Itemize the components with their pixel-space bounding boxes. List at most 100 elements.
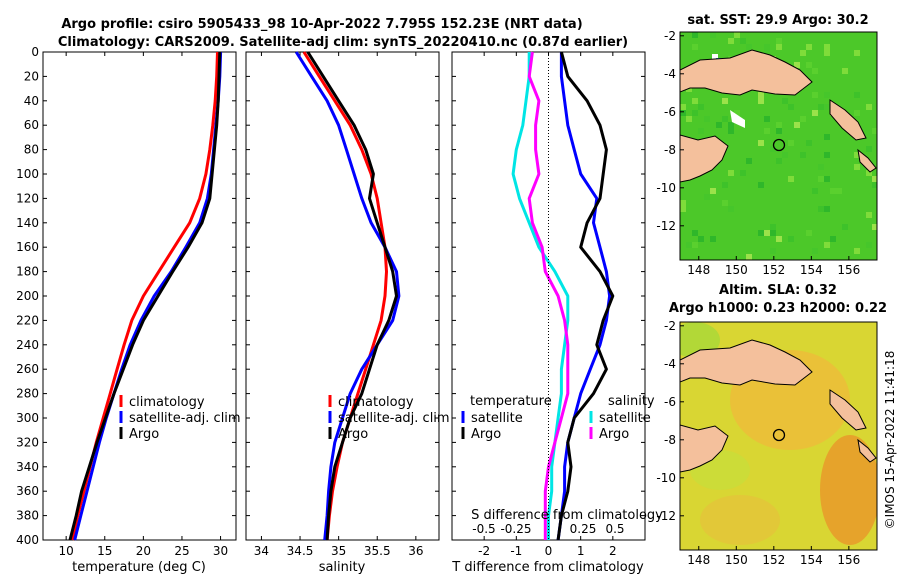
- sst-cell: [872, 128, 877, 134]
- s-difference-tick-label: -0.5: [472, 522, 495, 536]
- sst-cell: [770, 224, 776, 230]
- sst-cell: [866, 104, 872, 110]
- sst-cell: [824, 134, 830, 140]
- sst-cell: [854, 50, 860, 56]
- x-tick-label: -2: [478, 544, 490, 558]
- sst-cell: [680, 110, 686, 116]
- sst-cell: [728, 170, 734, 176]
- legend-climatology-label: climatology: [338, 395, 414, 410]
- lon-tick-label: 154: [800, 263, 823, 277]
- temperature-plot: 10 15 20 25 30: [59, 51, 228, 558]
- sst-cell: [788, 104, 794, 110]
- sst-cell: [758, 92, 764, 98]
- legend-t-satellite-label: satellite: [471, 411, 523, 426]
- legend-salinity-title: salinity: [608, 394, 655, 409]
- sst-cell: [740, 170, 746, 176]
- depth-axis: 0 20 40 60 80 100 120 140 160 180 200 220 240 260 280 3…: [16, 45, 645, 547]
- sst-cell: [812, 248, 818, 254]
- series-line-satellite-adj-clim: [294, 51, 401, 541]
- series-line-argo: [306, 51, 398, 541]
- sst-cell: [854, 152, 860, 158]
- lat-tick-label: -2: [664, 29, 676, 43]
- depth-tick-label: 300: [16, 411, 39, 425]
- sst-cell: [686, 242, 692, 248]
- sst-cell: [806, 140, 812, 146]
- depth-tick-label: 220: [16, 313, 39, 327]
- sst-cell: [704, 194, 710, 200]
- sla-map-title-line2: Argo h1000: 0.23 h2000: 0.22: [669, 301, 887, 316]
- legend-t-argo-label: Argo: [471, 427, 501, 442]
- sst-map: [680, 32, 877, 260]
- lon-tick-label: 154: [800, 553, 823, 567]
- temperature-legend: climatology satellite-adj. clim Argo: [119, 395, 241, 442]
- sst-cell: [824, 176, 830, 182]
- sst-cell: [776, 236, 782, 242]
- solomon-land: [857, 438, 877, 463]
- depth-tick-label: 160: [16, 240, 39, 254]
- sst-cell: [794, 122, 800, 128]
- legend-argo-label: Argo: [338, 427, 368, 442]
- sst-cell: [770, 248, 776, 254]
- series-line-climatology: [302, 51, 388, 541]
- sst-cell: [734, 32, 740, 38]
- sst-cell: [698, 104, 704, 110]
- s-difference-tick-label: 0.25: [570, 522, 597, 536]
- sst-field-patches: [680, 32, 877, 260]
- x-tick-label: -1: [510, 544, 522, 558]
- solomon-land: [857, 148, 877, 173]
- sst-cell: [770, 230, 776, 236]
- lon-tick-label: 156: [837, 553, 860, 567]
- sst-cell: [830, 188, 836, 194]
- sst-cell: [692, 32, 698, 38]
- depth-tick-label: 280: [16, 387, 39, 401]
- sla-map-axes: 148 150 152 154 156 -2 -4 -6 -8 -10 -12: [656, 319, 860, 567]
- sst-cell: [764, 50, 770, 56]
- sst-cell: [854, 92, 860, 98]
- sst-cell: [800, 50, 806, 56]
- depth-tick-label: 40: [24, 94, 39, 108]
- sst-cell: [818, 164, 824, 170]
- sst-argo-marker: [772, 138, 786, 152]
- sst-cell: [686, 86, 692, 92]
- sst-cell: [872, 224, 877, 230]
- sst-cell: [830, 236, 836, 242]
- sst-missing-data: [730, 110, 745, 128]
- s-difference-ticks: -0.5 -0.25 0.25 0.5: [472, 522, 624, 536]
- lat-tick-label: -12: [656, 219, 676, 233]
- figure-title-line1: Argo profile: csiro 5905433_98 10-Apr-20…: [61, 17, 582, 32]
- x-tick-label: 0: [545, 544, 553, 558]
- sst-cell: [710, 32, 716, 38]
- depth-tick-label: 180: [16, 265, 39, 279]
- lat-tick-label: -4: [664, 357, 676, 371]
- sst-cell: [818, 176, 824, 182]
- sla-high-region: [820, 435, 877, 545]
- sst-cell: [680, 104, 686, 110]
- sst-cell: [692, 44, 698, 50]
- sst-cell: [710, 236, 716, 242]
- salinity-plot: 34 34.5 35 35.5 36: [254, 51, 423, 558]
- sst-cell: [824, 50, 830, 56]
- sst-cell: [728, 122, 734, 128]
- salinity-panel: [245, 51, 440, 541]
- depth-tick-label: 0: [31, 45, 39, 59]
- sst-cell: [782, 152, 788, 158]
- sst-cell: [722, 116, 728, 122]
- sst-cell: [692, 230, 698, 236]
- sst-cell: [764, 116, 770, 122]
- sst-cell: [800, 116, 806, 122]
- x-tick-label: 15: [97, 544, 112, 558]
- sst-cell: [782, 98, 788, 104]
- sst-cell: [758, 98, 764, 104]
- sst-cell: [776, 158, 782, 164]
- lon-tick-label: 150: [725, 263, 748, 277]
- sst-cell: [806, 230, 812, 236]
- sst-cell: [800, 152, 806, 158]
- sst-cell: [746, 44, 752, 50]
- x-tick-label: 35: [331, 544, 346, 558]
- series-line-s-satellite: [511, 52, 570, 540]
- sst-cell: [764, 44, 770, 50]
- lat-tick-label: -6: [664, 395, 676, 409]
- salinity-legend: climatology satellite-adj. clim Argo: [328, 395, 450, 442]
- sst-cell: [812, 68, 818, 74]
- temperature-xlabel: temperature (deg C): [72, 560, 206, 575]
